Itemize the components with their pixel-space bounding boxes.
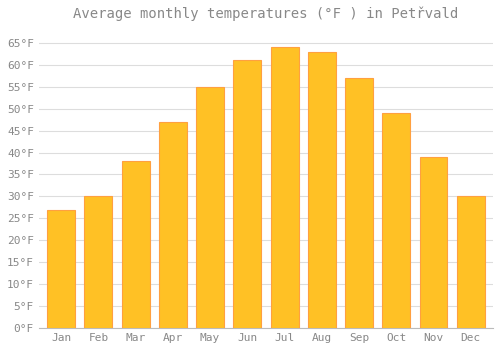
Bar: [457, 196, 484, 328]
Title: Average monthly temperatures (°F ) in Petřvald: Average monthly temperatures (°F ) in Pe…: [74, 7, 458, 21]
Bar: [84, 196, 112, 328]
Bar: [345, 78, 373, 328]
Bar: [122, 161, 150, 328]
Bar: [270, 47, 298, 328]
Bar: [47, 210, 75, 328]
Bar: [308, 51, 336, 328]
Bar: [382, 113, 410, 328]
Bar: [159, 122, 187, 328]
Bar: [196, 87, 224, 328]
Bar: [234, 60, 262, 328]
Bar: [420, 157, 448, 328]
